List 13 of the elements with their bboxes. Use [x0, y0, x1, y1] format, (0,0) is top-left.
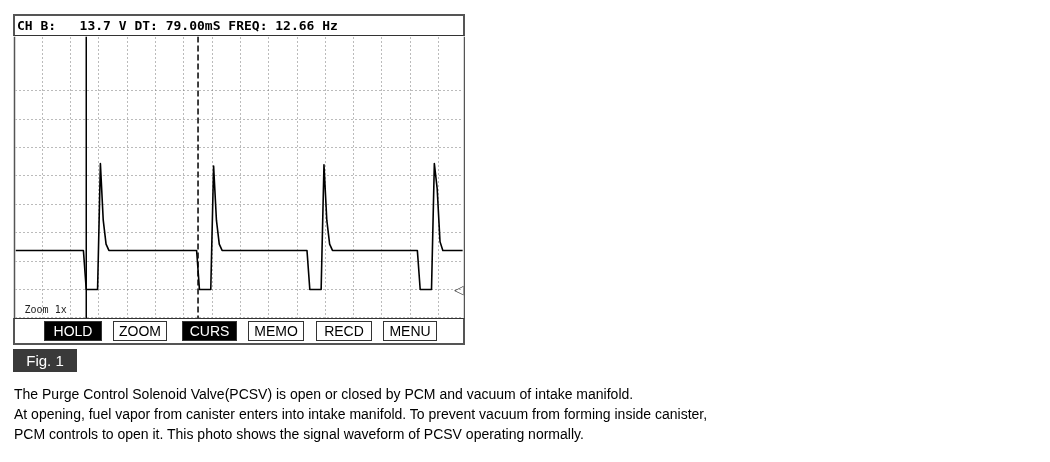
text: MENU: [383, 321, 437, 341]
text: CURS: [182, 321, 237, 341]
text: Zoom 1x: [24, 304, 67, 315]
text: At opening, fuel vapor from canister enters into intake manifold. To prevent vacuum from forming inside canister,: [14, 406, 708, 422]
annotation: ◁: [453, 282, 464, 297]
chart-title: CH B: 13.7 V DT: 79.00mS FREQ: 12.66 Hz: [17, 17, 338, 35]
text: RECD: [316, 321, 372, 341]
text: PCM controls to open it. This photo shows the signal waveform of PCSV operating normally.: [14, 426, 584, 442]
caption: Fig. 1: [26, 351, 64, 371]
text: MEMO: [248, 321, 304, 341]
text: ZOOM: [113, 321, 167, 341]
text: HOLD: [44, 321, 102, 341]
text: The Purge Control Solenoid Valve(PCSV) is open or closed by PCM and vacuum of intake manifold.: [14, 386, 634, 402]
